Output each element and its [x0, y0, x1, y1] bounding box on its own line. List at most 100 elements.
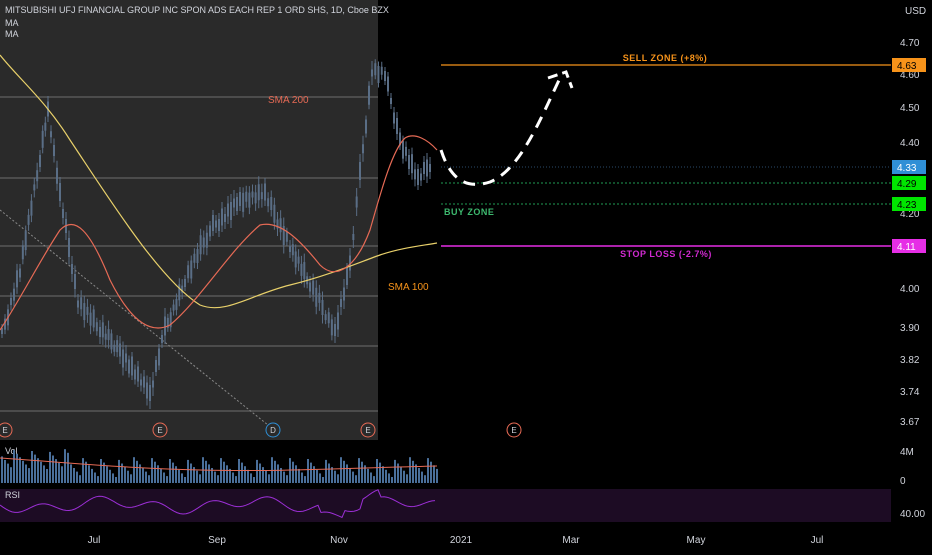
candle-body	[387, 76, 389, 92]
volume-bar	[364, 465, 366, 483]
candle-body	[164, 316, 166, 336]
sma-200-label: SMA 200	[268, 95, 309, 106]
candle-body	[312, 280, 315, 295]
candle-body	[245, 191, 248, 202]
candle-body	[209, 225, 211, 237]
price-tick-label: 4.20	[900, 209, 920, 220]
volume-bar	[253, 477, 255, 483]
candle-body	[377, 66, 380, 83]
candle-body	[414, 169, 416, 180]
volume-bar	[181, 473, 183, 483]
volume-bar	[403, 470, 405, 483]
volume-bar	[196, 470, 198, 483]
volume-bar	[67, 452, 69, 483]
candle-body	[10, 298, 12, 305]
candle-body	[374, 63, 377, 76]
candle-body	[149, 385, 151, 401]
volume-bar	[64, 449, 66, 483]
volume-bar	[91, 468, 93, 483]
symbol-title: MITSUBISHI UFJ FINANCIAL GROUP INC SPON …	[5, 5, 389, 15]
volume-bar	[334, 470, 336, 483]
volume-bar	[121, 463, 123, 483]
volume-bar	[187, 459, 189, 483]
indicator-label-ma-2[interactable]: MA	[5, 29, 19, 39]
price-label-box	[892, 160, 926, 174]
volume-bar	[238, 459, 240, 483]
volume-bar	[139, 464, 141, 483]
price-tick-label: 3.90	[900, 323, 920, 334]
candle-body	[71, 264, 73, 274]
volume-bar	[349, 468, 351, 483]
volume-bar	[265, 470, 267, 483]
candle-body	[352, 234, 355, 240]
volume-bar	[70, 464, 72, 483]
candle-body	[1, 328, 3, 334]
candle-body	[224, 214, 226, 222]
candle-body	[236, 197, 238, 211]
volume-bar	[379, 462, 381, 483]
volume-bar	[322, 477, 324, 483]
volume-bar	[418, 468, 420, 483]
candle-body	[285, 231, 288, 242]
candle-body	[187, 265, 190, 279]
indicator-label-ma-1[interactable]: MA	[5, 18, 19, 28]
volume-bar	[10, 467, 12, 483]
candle-body	[152, 380, 154, 388]
candle-body	[371, 69, 373, 77]
volume-bar	[205, 460, 207, 483]
volume-bar	[259, 463, 261, 483]
candle-body	[239, 192, 241, 206]
time-axis[interactable]: Jul Sep Nov 2021 Mar May Jul	[88, 535, 824, 546]
candle-body	[122, 349, 124, 368]
volume-bar	[1, 456, 3, 483]
volume-label: Vol	[5, 446, 18, 456]
price-axis[interactable]: USD 4.70 4.60 4.50 4.40 4.20 4.00 3.90 3.82 3.74 3…	[900, 6, 926, 520]
volume-bar	[277, 464, 279, 483]
volume-bar	[319, 473, 321, 483]
candle-body	[166, 317, 169, 328]
volume-bar	[175, 466, 177, 483]
candle-body	[83, 303, 86, 321]
volume-bar	[172, 462, 174, 483]
volume-bar	[223, 461, 225, 483]
sma-100-line	[0, 135, 438, 331]
candle-body	[80, 297, 83, 310]
volume-bar	[355, 475, 357, 483]
volume-bar	[55, 459, 57, 483]
candle-body	[4, 318, 6, 330]
candle-body	[227, 203, 229, 217]
rsi-pane: RSI	[0, 489, 891, 522]
candle-body	[359, 162, 361, 180]
volume-bar	[13, 450, 15, 483]
candle-body	[178, 284, 181, 301]
buy-zone-label: BUY ZONE	[444, 207, 494, 217]
candle-body	[321, 300, 324, 315]
candle-body	[19, 268, 21, 278]
volume-bar	[226, 465, 228, 483]
volume-bar	[361, 461, 363, 483]
candle-body	[215, 220, 217, 228]
candle-body	[289, 246, 291, 252]
volume-bar	[316, 469, 318, 483]
price-tick-label: 4.00	[900, 284, 920, 295]
volume-bar	[421, 471, 423, 483]
candle-body	[143, 376, 145, 388]
volume-bar	[154, 461, 156, 483]
candle-body	[324, 314, 327, 321]
candle-body	[254, 192, 257, 204]
candle-body	[41, 130, 44, 148]
candle-body	[33, 184, 36, 191]
candle-body	[257, 184, 260, 201]
volume-bar	[118, 459, 120, 483]
candle-body	[291, 244, 294, 256]
volume-bar	[22, 460, 24, 483]
candle-body	[349, 255, 351, 271]
volume-bar	[43, 465, 45, 483]
candle-body	[36, 170, 39, 182]
volume-bar	[190, 463, 192, 483]
rsi-band	[0, 489, 891, 522]
candle-body	[24, 231, 27, 251]
candle-body	[282, 226, 285, 245]
